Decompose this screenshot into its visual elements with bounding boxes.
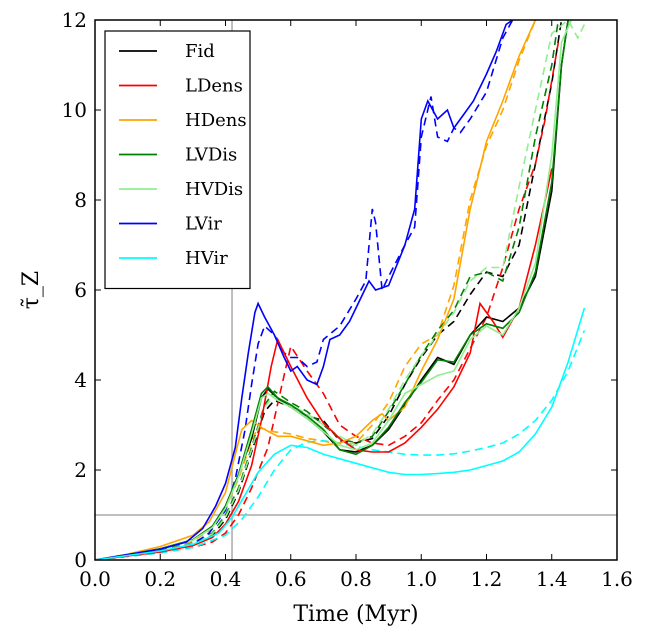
legend-label-lvir: LVir [185,214,222,235]
y-axis-label: τ̃_Z [19,271,44,309]
x-tick-label: 0.0 [79,567,111,591]
series-line-dashed-hvir [95,330,586,560]
x-axis-label: Time (Myr) [293,602,418,627]
x-tick-label: 0.6 [275,567,307,591]
series-line-lvir [95,20,514,560]
series-line-dashed-hvdis [95,20,586,560]
tick-layer: 0.0 0.2 0.4 0.6 0.8 1.0 1.2 1.4 1.6 0 2 4 6 8 10 12 [62,8,633,591]
series-line-hvir [95,307,586,560]
y-tick-label: 10 [62,98,87,122]
data-layer [95,20,617,560]
series-line-ldens [95,168,553,560]
legend-label-ldens: LDens [185,76,243,97]
y-tick-label: 12 [62,8,87,32]
legend-label-hvdis: HVDis [185,179,243,200]
series-line-dashed-lvir [95,20,514,560]
legend-label-fid: Fid [185,41,215,62]
y-tick-label: 2 [74,458,87,482]
x-tick-label: 1.0 [405,567,437,591]
y-tick-label: 6 [74,278,87,302]
x-tick-label: 1.4 [536,567,568,591]
x-tick-label: 1.2 [471,567,503,591]
x-tick-label: 0.4 [210,567,242,591]
x-tick-label: 0.8 [340,567,372,591]
series-line-dashed-lvdis [95,20,560,560]
legend-label-lvdis: LVDis [185,145,237,166]
x-tick-label: 0.2 [144,567,176,591]
y-tick-label: 8 [74,188,87,212]
legend: Fid LDens HDens LVDis HVDis LVir HVir [104,30,251,290]
legend-label-hdens: HDens [185,110,247,131]
series-line-lvdis [95,20,569,560]
y-tick-label: 4 [74,368,87,392]
y-tick-label: 0 [74,548,87,572]
legend-box [104,30,251,290]
x-tick-label: 1.6 [601,567,633,591]
series-line-hvdis [95,20,573,560]
series-line-dashed-fid [95,20,563,560]
series-line-hdens [95,20,537,560]
y-axis-label-text: τ̃_Z [19,271,44,309]
legend-label-hvir: HVir [185,248,228,269]
